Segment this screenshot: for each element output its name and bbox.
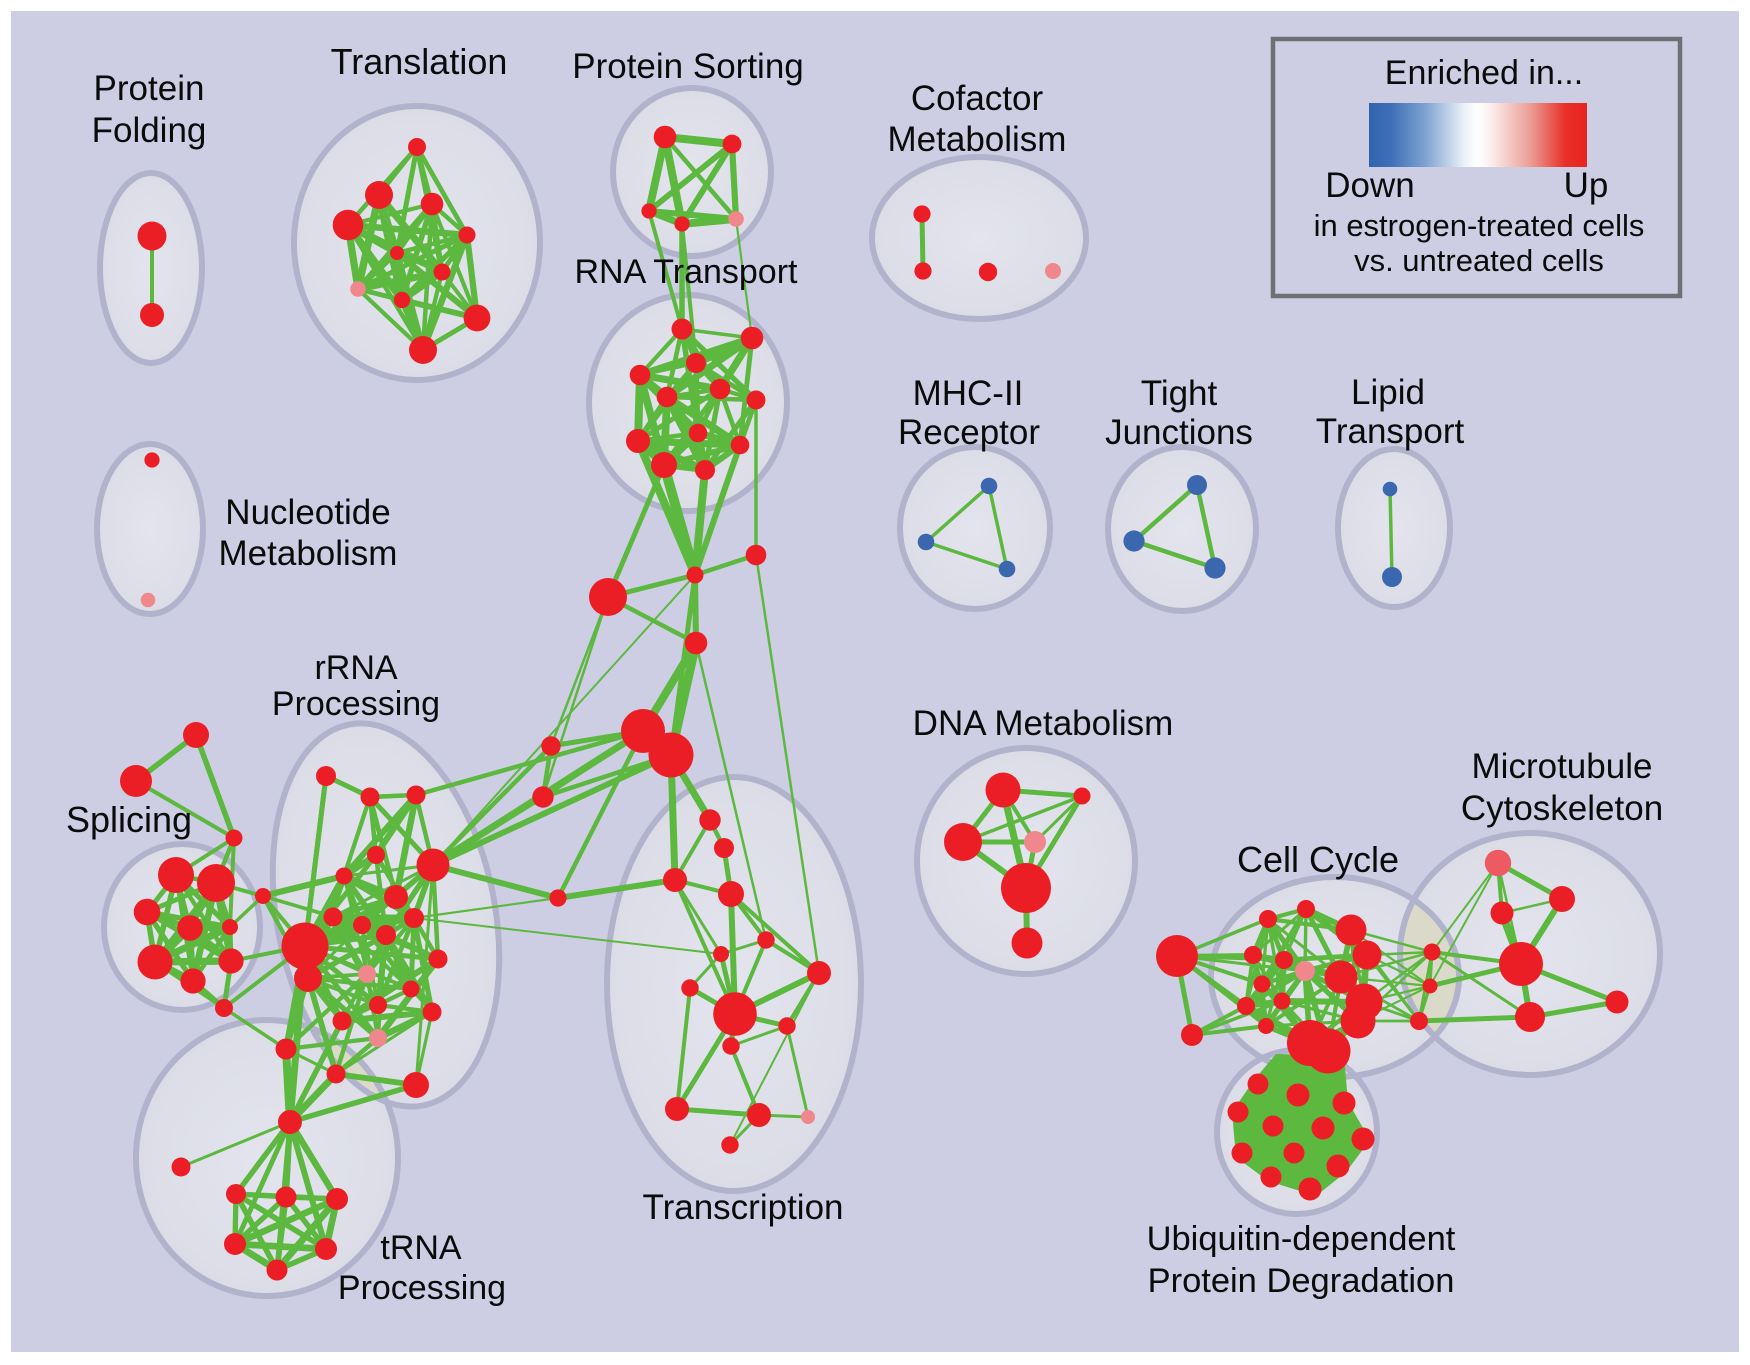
svg-text:Transcription: Transcription bbox=[643, 1188, 844, 1227]
svg-text:Cofactor: Cofactor bbox=[911, 79, 1044, 118]
svg-text:Junctions: Junctions bbox=[1105, 413, 1253, 452]
svg-text:rRNA: rRNA bbox=[314, 649, 397, 687]
svg-text:DNA Metabolism: DNA Metabolism bbox=[913, 704, 1174, 743]
svg-text:Microtubule: Microtubule bbox=[1472, 747, 1653, 786]
svg-text:Protein Degradation: Protein Degradation bbox=[1148, 1262, 1455, 1300]
svg-text:Lipid: Lipid bbox=[1351, 373, 1425, 412]
svg-text:Translation: Translation bbox=[331, 41, 508, 82]
svg-text:tRNA: tRNA bbox=[380, 1229, 462, 1267]
svg-text:Enriched in...: Enriched in... bbox=[1385, 54, 1583, 92]
svg-text:Protein Sorting: Protein Sorting bbox=[572, 47, 804, 86]
svg-text:Processing: Processing bbox=[338, 1269, 506, 1307]
svg-text:Metabolism: Metabolism bbox=[888, 120, 1067, 159]
svg-text:Protein: Protein bbox=[94, 69, 205, 108]
svg-text:Ubiquitin-dependent: Ubiquitin-dependent bbox=[1147, 1220, 1456, 1258]
svg-text:Transport: Transport bbox=[1316, 412, 1465, 451]
svg-text:Receptor: Receptor bbox=[898, 413, 1040, 452]
svg-text:in estrogen-treated cells: in estrogen-treated cells bbox=[1314, 208, 1645, 243]
svg-text:vs. untreated cells: vs. untreated cells bbox=[1354, 243, 1604, 278]
svg-text:Cell Cycle: Cell Cycle bbox=[1237, 839, 1399, 880]
svg-text:MHC-II: MHC-II bbox=[913, 374, 1024, 413]
svg-text:Processing: Processing bbox=[272, 685, 440, 723]
svg-text:Nucleotide: Nucleotide bbox=[225, 493, 390, 532]
svg-text:Tight: Tight bbox=[1141, 374, 1218, 413]
svg-text:Cytoskeleton: Cytoskeleton bbox=[1461, 789, 1663, 828]
svg-text:Folding: Folding bbox=[92, 111, 207, 150]
svg-text:RNA Transport: RNA Transport bbox=[575, 253, 799, 291]
svg-text:Up: Up bbox=[1564, 166, 1609, 205]
svg-text:Metabolism: Metabolism bbox=[219, 534, 398, 573]
svg-text:Down: Down bbox=[1325, 166, 1414, 205]
svg-text:Splicing: Splicing bbox=[66, 799, 192, 840]
